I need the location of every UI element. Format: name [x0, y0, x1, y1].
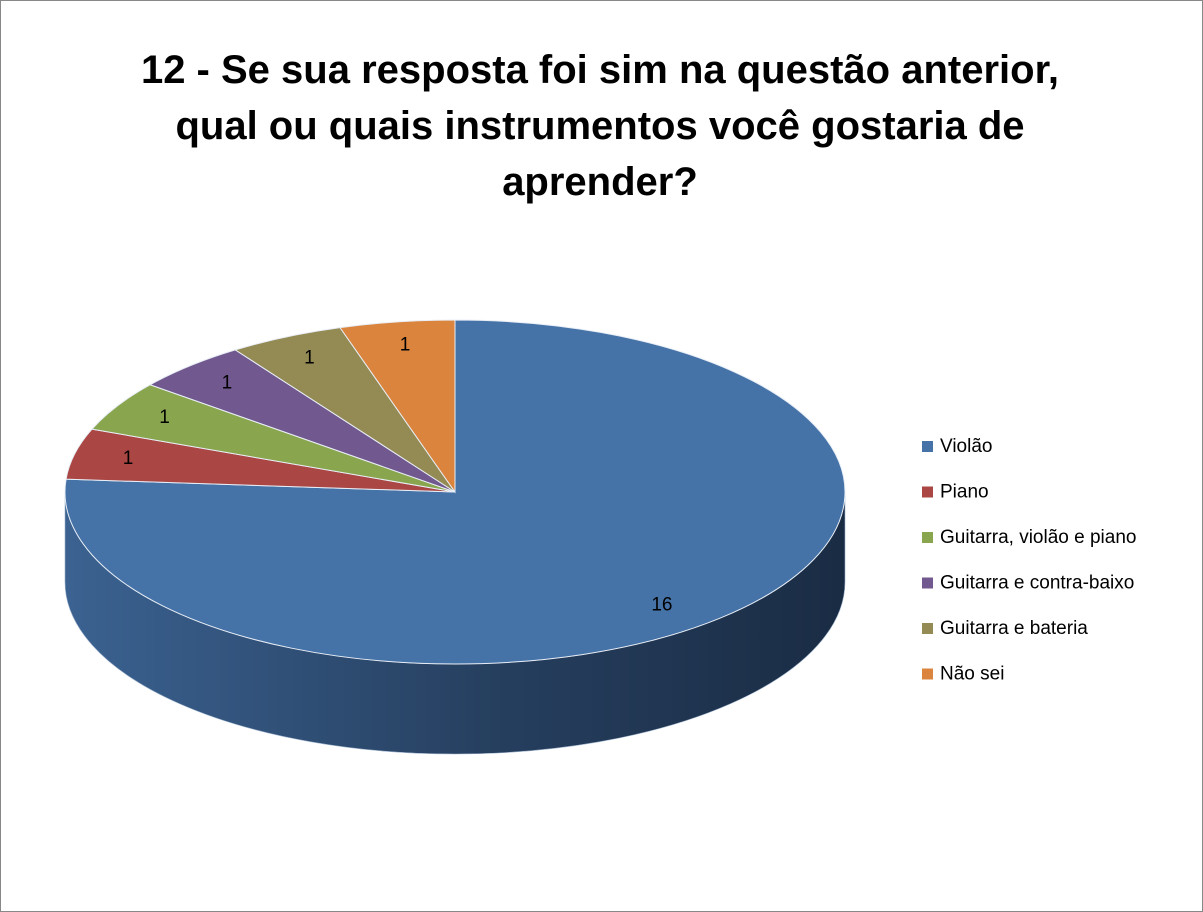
legend-swatch	[922, 623, 933, 634]
legend-label: Guitarra, violão e piano	[940, 527, 1136, 548]
legend-label: Piano	[940, 482, 989, 503]
data-label: 1	[159, 407, 170, 428]
legend-label: Guitarra e bateria	[940, 618, 1088, 639]
data-label: 16	[651, 594, 672, 615]
legend-swatch	[922, 486, 933, 498]
legend-label: Não sei	[940, 664, 1004, 685]
legend-swatch	[922, 668, 933, 680]
legend-swatch	[922, 441, 933, 452]
data-label: 1	[304, 348, 315, 369]
legend-label: Violão	[940, 436, 992, 457]
data-label: 1	[123, 448, 134, 469]
legend-label: Guitarra e contra-baixo	[940, 573, 1134, 594]
chart-title: 12 - Se sua resposta foi sim na questão …	[140, 48, 1060, 204]
pie-slice	[64, 319, 846, 665]
data-label: 1	[400, 335, 411, 356]
data-label: 1	[222, 373, 233, 394]
pie-slice	[339, 319, 456, 494]
legend-swatch	[922, 532, 933, 543]
legend-swatch	[922, 577, 933, 589]
